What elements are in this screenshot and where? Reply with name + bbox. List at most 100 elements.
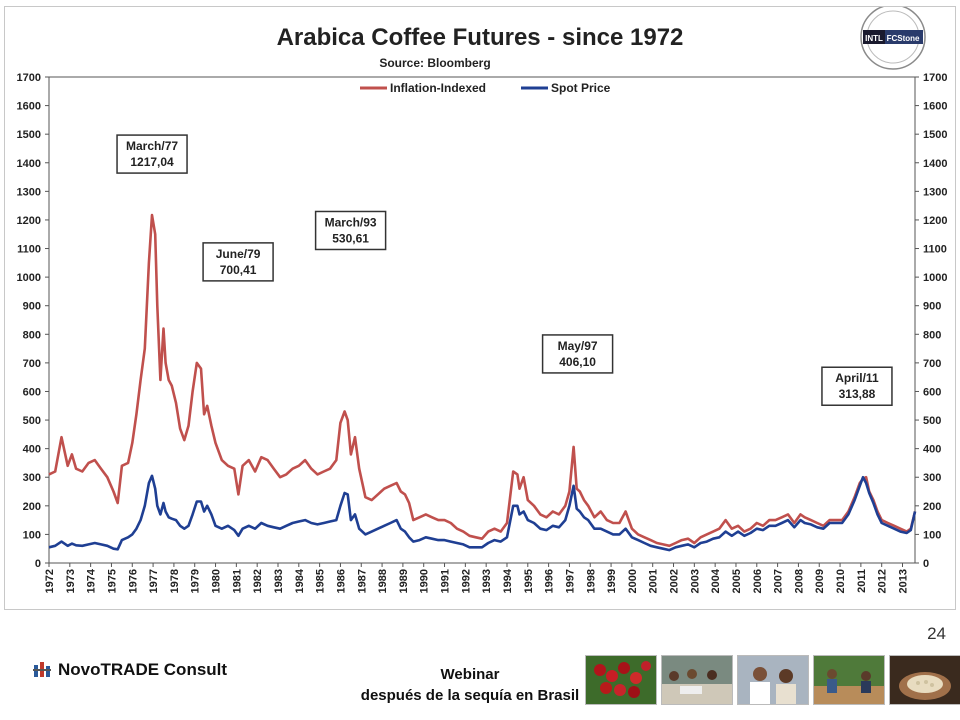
- y-tick-label-right: 1300: [923, 186, 947, 198]
- x-tick-label: 2013: [898, 569, 910, 593]
- x-tick-label: 2006: [752, 569, 764, 593]
- y-tick-label-right: 200: [923, 501, 941, 513]
- x-tick-label: 2001: [648, 569, 660, 593]
- annotation-label: March/77: [126, 139, 178, 153]
- annotation-box: [821, 366, 893, 406]
- x-tick-label: 1999: [606, 569, 618, 593]
- x-tick-label: 1975: [106, 569, 118, 593]
- y-tick-label-right: 300: [923, 472, 941, 484]
- annotation-value: 530,61: [332, 231, 369, 245]
- annotation-box: [541, 334, 614, 374]
- y-tick-label-left: 1700: [17, 72, 41, 84]
- webinar-caption: Webinar después de la sequía en Brasil: [300, 664, 640, 706]
- webinar-line-1: Webinar: [440, 666, 500, 683]
- plot-area: [48, 76, 916, 564]
- annotation-box: [314, 210, 387, 251]
- y-tick-label-left: 1100: [17, 244, 41, 256]
- x-tick-label: 1995: [523, 569, 535, 593]
- y-tick-label-left: 1000: [17, 272, 41, 284]
- y-tick-label-left: 0: [35, 558, 41, 570]
- annotation-label: June/79: [216, 247, 261, 261]
- x-tick-label: 1972: [44, 569, 56, 593]
- chart-subtitle: Source: Bloomberg: [379, 56, 490, 70]
- x-tick-label: 1974: [86, 568, 98, 593]
- y-tick-label-left: 1600: [17, 101, 41, 113]
- annotation-value: 313,88: [839, 387, 876, 401]
- legend: Inflation-Indexed Spot Price: [360, 81, 611, 95]
- footer-brand: NovoTRADE Consult: [32, 660, 227, 680]
- y-tick-label-right: 1000: [923, 272, 947, 284]
- x-tick-label: 2011: [856, 569, 868, 593]
- x-tick-label: 1985: [315, 569, 327, 593]
- y-tick-label-left: 1400: [17, 158, 41, 170]
- y-tick-label-right: 600: [923, 386, 941, 398]
- x-tick-label: 1986: [335, 569, 347, 593]
- chart-frame: Arabica Coffee Futures - since 1972 Sour…: [4, 6, 956, 610]
- coffee-futures-chart: Arabica Coffee Futures - since 1972 Sour…: [17, 7, 947, 593]
- x-tick-label: 2007: [773, 569, 785, 593]
- x-tick-label: 2005: [731, 569, 743, 593]
- x-tick-label: 1978: [169, 569, 181, 593]
- brand-name: NovoTRADE Consult: [58, 660, 228, 679]
- page-number: 24: [927, 624, 946, 643]
- y-tick-label-left: 500: [23, 415, 41, 427]
- x-tick-label: 1987: [356, 569, 368, 593]
- y-tick-label-left: 900: [23, 301, 41, 313]
- y-tick-label-right: 400: [923, 444, 941, 456]
- x-tick-label: 1991: [440, 569, 452, 593]
- y-tick-label-left: 700: [23, 358, 41, 370]
- chart-title: Arabica Coffee Futures - since 1972: [277, 24, 684, 51]
- x-tick-label: 2003: [689, 569, 701, 593]
- annotation-label: April/11: [835, 371, 879, 385]
- inflation-indexed-line: [48, 213, 917, 548]
- x-tick-label: 2000: [627, 569, 639, 593]
- x-tick-label: 1993: [481, 569, 493, 593]
- y-tick-label-right: 100: [923, 529, 941, 541]
- workers-photo: [737, 655, 809, 705]
- coffee-beans-hands-photo: [889, 655, 960, 705]
- x-tick-label: 1979: [190, 569, 202, 593]
- annotation-value: 406,10: [559, 355, 596, 369]
- coffee-cherries-photo: [585, 655, 657, 705]
- x-tick-label: 1976: [127, 569, 139, 593]
- x-tick-label: 1998: [585, 569, 597, 593]
- meeting-photo: [661, 655, 733, 705]
- x-tick-label: 1982: [252, 569, 264, 593]
- y-tick-label-right: 900: [923, 301, 941, 313]
- farm-workers-photo: [813, 655, 885, 705]
- annotation-value: 700,41: [220, 263, 257, 277]
- y-tick-label-left: 1300: [17, 186, 41, 198]
- legend-label-spot: Spot Price: [551, 81, 611, 95]
- y-tick-label-left: 1200: [17, 215, 41, 227]
- y-tick-label-left: 200: [23, 501, 41, 513]
- x-tick-label: 2008: [793, 569, 805, 593]
- x-tick-label: 1984: [294, 568, 306, 593]
- y-tick-label-left: 100: [23, 529, 41, 541]
- y-tick-label-right: 1400: [923, 158, 947, 170]
- x-tick-label: 1992: [460, 569, 472, 593]
- annotation-label: March/93: [325, 215, 377, 229]
- x-tick-label: 1989: [398, 569, 410, 593]
- annotation-box: [116, 134, 188, 174]
- annotation-label: May/97: [558, 339, 598, 353]
- y-tick-label-right: 800: [923, 329, 941, 341]
- novotrade-logo-icon: [32, 660, 52, 680]
- legend-label-inflation: Inflation-Indexed: [390, 81, 486, 95]
- y-tick-label-right: 0: [923, 558, 929, 570]
- logo-right-text: FCStone: [887, 34, 920, 43]
- y-tick-label-right: 1100: [923, 244, 947, 256]
- y-tick-label-left: 1500: [17, 129, 41, 141]
- y-tick-label-left: 800: [23, 329, 41, 341]
- spot-price-line: [48, 474, 917, 552]
- logo-left-text: INTL: [865, 34, 883, 43]
- x-tick-label: 2012: [877, 569, 889, 593]
- y-tick-label-left: 400: [23, 444, 41, 456]
- x-tick-label: 2004: [710, 568, 722, 593]
- x-tick-label: 2010: [835, 569, 847, 593]
- y-tick-label-left: 300: [23, 472, 41, 484]
- y-tick-label-right: 1500: [923, 129, 947, 141]
- photo-strip: [585, 655, 960, 705]
- annotation-box: [202, 242, 274, 282]
- y-tick-label-right: 1200: [923, 215, 947, 227]
- y-tick-label-left: 600: [23, 386, 41, 398]
